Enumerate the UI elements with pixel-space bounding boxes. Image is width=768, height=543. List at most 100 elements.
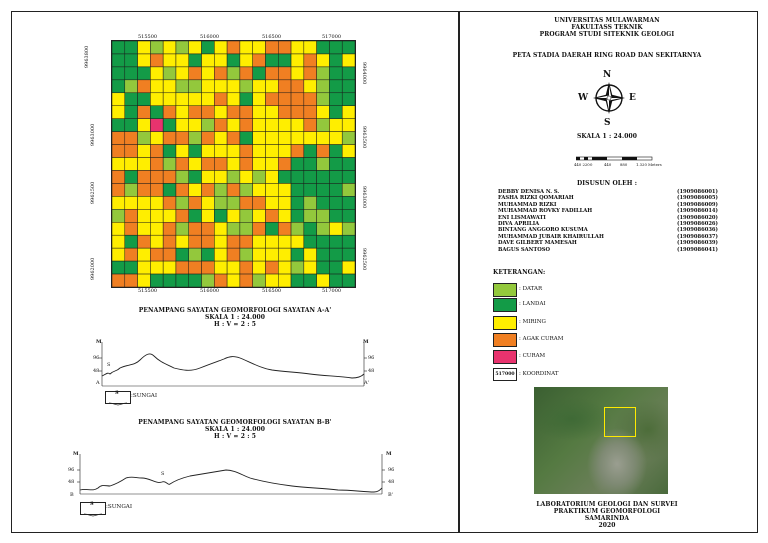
- slope-cell: [188, 41, 202, 55]
- section-b-river-legend-box: [80, 502, 106, 517]
- section-a-river-legend-s: S: [115, 390, 119, 396]
- slope-cell: [303, 118, 317, 132]
- slope-cell: [341, 131, 355, 145]
- slope-cell: [265, 273, 279, 287]
- slope-cell: [226, 222, 241, 236]
- slope-cell: [239, 247, 253, 262]
- slope-cell: [175, 234, 189, 249]
- slope-cell: [290, 196, 305, 210]
- slope-cell: [150, 66, 164, 81]
- slope-cell: [265, 260, 279, 275]
- slope-cell: [201, 131, 215, 145]
- slope-cell: [341, 144, 355, 158]
- slope-cell: [188, 170, 202, 184]
- slope-cell: [252, 41, 266, 55]
- slope-cell: [290, 260, 305, 275]
- slope-cell: [188, 79, 202, 94]
- slope-cell: [137, 170, 151, 184]
- scale-label-2: 0: [590, 162, 593, 167]
- map-top-tick-3: 516500: [262, 34, 282, 40]
- author-name: MUHAMMAD RIZKI: [498, 201, 557, 208]
- slope-cell: [329, 183, 343, 197]
- slope-cell: [162, 157, 177, 171]
- slope-cell: [316, 118, 330, 132]
- slope-cell: [226, 92, 241, 106]
- slope-cell: [124, 170, 138, 184]
- slope-cell: [124, 209, 138, 223]
- slope-cell: [278, 92, 292, 106]
- slope-cell: [265, 234, 279, 249]
- slope-cell: [265, 247, 279, 262]
- slope-cell: [150, 273, 164, 287]
- slope-cell: [239, 260, 253, 275]
- author-name: FASHA RIZKI QOMARIAH: [498, 195, 574, 202]
- slope-cell: [112, 131, 126, 145]
- slope-cell: [112, 222, 126, 236]
- author-id: (1909086005): [676, 195, 718, 202]
- slope-cell: [137, 53, 151, 68]
- slope-cell: [252, 144, 266, 158]
- author-id: (1909086026): [676, 221, 718, 227]
- slope-cell: [188, 273, 202, 287]
- scale-bar: [576, 156, 653, 161]
- slope-cell: [239, 170, 253, 184]
- slope-cell: [252, 131, 266, 145]
- slope-cell: [214, 196, 228, 210]
- slope-cell: [188, 196, 202, 210]
- slope-cell: [188, 131, 202, 145]
- slope-cell: [239, 209, 253, 223]
- legend-swatch-agak-curam: [493, 333, 517, 347]
- section-b-y96-left: 96: [68, 467, 75, 473]
- slope-cell: [239, 196, 253, 210]
- slope-cell: [112, 183, 126, 197]
- slope-cell: [201, 273, 215, 287]
- slope-cell: [316, 92, 330, 106]
- slope-cell: [278, 41, 292, 55]
- slope-cell: [201, 92, 215, 106]
- slope-cell: [265, 170, 279, 184]
- slope-cell: [341, 196, 355, 210]
- slope-cell: [124, 79, 138, 94]
- slope-cell: [150, 170, 164, 184]
- slope-cell: [226, 118, 241, 132]
- section-a-start-label: A: [96, 380, 100, 386]
- slope-cell: [252, 196, 266, 210]
- slope-cell: [124, 66, 138, 81]
- slope-cell: [175, 247, 189, 262]
- slope-cell: [214, 92, 228, 106]
- slope-cell: [278, 131, 292, 145]
- legend-coord-label: : KOORDINAT: [519, 371, 559, 377]
- map-top-tick-2: 516000: [200, 34, 220, 40]
- slope-cell: [303, 234, 317, 249]
- slope-cell: [290, 170, 305, 184]
- slope-cell: [175, 144, 189, 158]
- slope-cell: [303, 144, 317, 158]
- slope-cell: [290, 105, 305, 119]
- slope-cell: [201, 209, 215, 223]
- author-id: (1909086020): [676, 214, 718, 221]
- slope-cell: [265, 66, 279, 81]
- slope-cell: [239, 53, 253, 68]
- map-bottom-tick-2: 516000: [200, 288, 220, 294]
- slope-cell: [124, 131, 138, 145]
- slope-cell: [316, 105, 330, 119]
- slope-cell: [329, 196, 343, 210]
- slope-cell: [201, 53, 215, 68]
- map-right-tick-1: 9964000: [361, 62, 367, 85]
- author-id: (1909086009): [676, 201, 718, 208]
- legend-label-miring: : MIRING: [519, 319, 546, 325]
- section-b-title: PENAMPANG SAYATAN GEOMORFOLOGI SAYATAN B…: [138, 419, 332, 426]
- slope-cell: [162, 105, 177, 119]
- slope-cell: [316, 196, 330, 210]
- slope-cell: [137, 183, 151, 197]
- slope-cell: [201, 247, 215, 262]
- slope-cell: [278, 183, 292, 197]
- map-right-tick-4: 9962500: [361, 248, 367, 271]
- slope-cell: [239, 222, 253, 236]
- slope-cell: [214, 118, 228, 132]
- slope-cell: [112, 260, 126, 275]
- slope-cell: [329, 222, 343, 236]
- slope-cell: [329, 92, 343, 106]
- slope-cell: [137, 41, 151, 55]
- slope-cell: [252, 53, 266, 68]
